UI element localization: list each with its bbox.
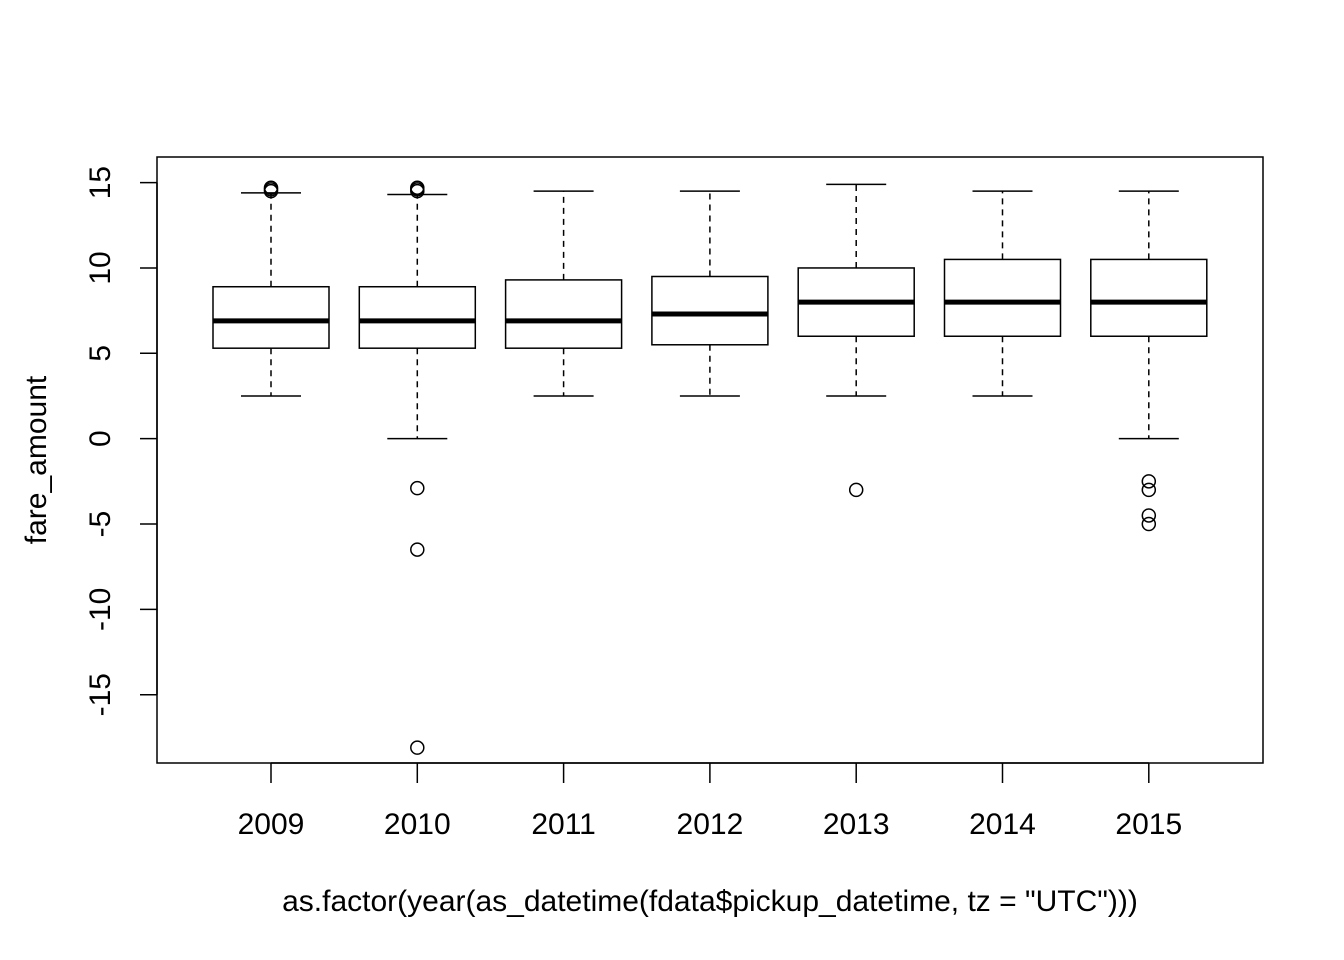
y-tick-label: 10 [84, 251, 117, 284]
x-tick-label: 2009 [238, 808, 305, 841]
outlier-point [263, 180, 279, 195]
outlier-point [410, 480, 425, 496]
boxes-layer [212, 180, 1208, 755]
x-axis: 2009 2010 2011 2012 2013 2014 2015 [238, 762, 1182, 841]
outlier-point [410, 740, 425, 755]
iqr-box [651, 275, 769, 346]
outlier-point [410, 542, 425, 557]
y-tick-label: -5 [84, 511, 117, 538]
x-tick-label: 2014 [969, 808, 1036, 841]
box-2014 [943, 190, 1062, 397]
x-tick-label: 2011 [531, 808, 596, 841]
outlier-point [1141, 482, 1157, 498]
outlier-point [410, 180, 425, 195]
box-2009 [212, 180, 330, 397]
box-2012 [651, 190, 769, 397]
outlier-point [848, 482, 864, 498]
iqr-box [504, 279, 623, 349]
iqr-box [212, 285, 330, 349]
x-tick-label: 2012 [677, 808, 744, 841]
iqr-box [1090, 258, 1208, 337]
box-2013 [797, 183, 915, 498]
outlier-point [1141, 516, 1157, 532]
y-axis-label: fare_amount [20, 375, 53, 544]
y-tick-label: 0 [84, 430, 117, 447]
y-tick-label: -10 [84, 588, 117, 631]
y-tick-label: 15 [84, 166, 117, 199]
y-tick-label: -15 [84, 673, 117, 716]
x-tick-label: 2010 [384, 808, 451, 841]
x-axis-label: as.factor(year(as_datetime(fdata$pickup_… [282, 885, 1138, 918]
outlier-point [1141, 474, 1157, 489]
box-2010 [358, 180, 477, 755]
box-2011 [504, 190, 623, 397]
iqr-box [943, 258, 1062, 337]
x-tick-label: 2015 [1115, 808, 1182, 841]
x-tick-label: 2013 [823, 808, 890, 841]
plot-frame [156, 156, 1264, 764]
y-tick-label: 5 [84, 345, 117, 362]
iqr-box [358, 285, 477, 349]
box-2015 [1090, 190, 1208, 532]
y-axis: -15 -10 -5 0 5 10 15 [84, 166, 158, 716]
outlier-point [1141, 508, 1157, 523]
